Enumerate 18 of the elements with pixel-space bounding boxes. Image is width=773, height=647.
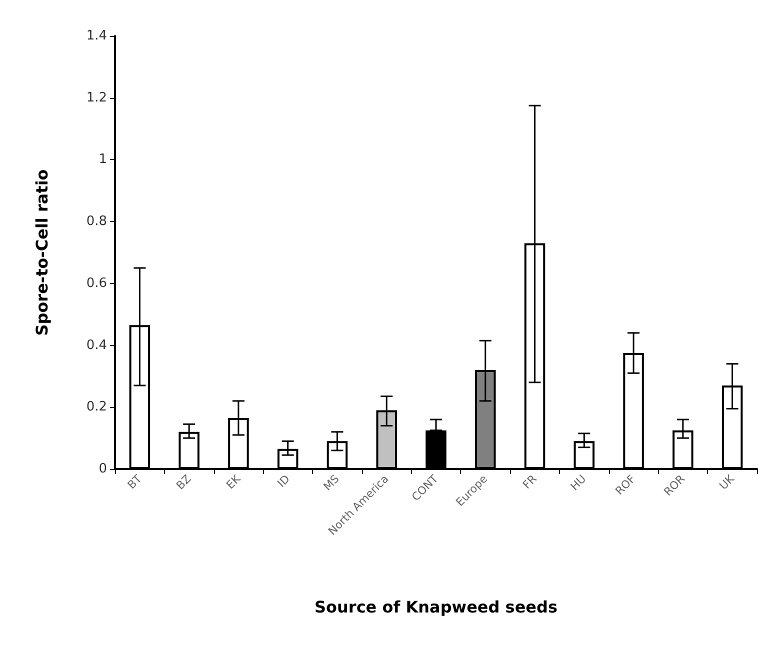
x-tick-label: HU <box>568 472 589 494</box>
x-tick-label: BZ <box>174 472 194 492</box>
y-tick-label: 1.2 <box>86 90 107 106</box>
y-tick-label: 1 <box>98 152 107 168</box>
x-tick-label: MS <box>321 472 342 494</box>
y-tick-label: 0.4 <box>86 338 107 353</box>
x-tick-label: UK <box>716 472 738 492</box>
y-tick-label: 0.8 <box>86 214 107 230</box>
y-axis-title: Spore-to-Cell ratio <box>32 169 52 336</box>
y-tick-label: 0 <box>98 462 107 476</box>
x-tick-label: ID <box>274 472 292 490</box>
y-tick-label: 1.4 <box>86 28 107 44</box>
x-axis-title: Source of Knapweed seeds <box>314 598 558 616</box>
x-tick-label: FR <box>520 472 540 492</box>
y-tick-label: 0.2 <box>86 400 107 415</box>
y-tick-label: 0.6 <box>86 276 107 291</box>
x-tick-label: EK <box>224 472 244 492</box>
x-tick-label: BT <box>125 472 144 492</box>
